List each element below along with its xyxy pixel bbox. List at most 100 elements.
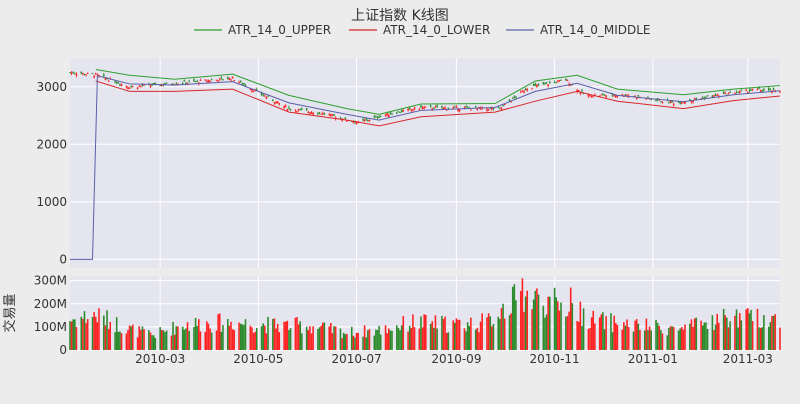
volume-bar bbox=[487, 313, 490, 350]
volume-bar bbox=[737, 327, 739, 350]
volume-bar bbox=[130, 326, 132, 350]
candle-body bbox=[387, 115, 390, 118]
volume-bar bbox=[497, 316, 500, 350]
candle-body bbox=[681, 102, 683, 104]
candle-body bbox=[75, 73, 78, 76]
candle-body bbox=[502, 105, 504, 107]
candle-body bbox=[255, 89, 258, 91]
candle-body bbox=[276, 101, 279, 104]
x-tick-label: 2011-01 bbox=[628, 352, 678, 366]
volume-bar bbox=[294, 317, 297, 350]
volume-bar bbox=[98, 308, 100, 350]
candle-body bbox=[513, 96, 516, 98]
candle-body bbox=[470, 109, 472, 111]
candle-body bbox=[474, 105, 477, 108]
volume-bar bbox=[681, 327, 683, 350]
volume-bar bbox=[658, 325, 661, 350]
volume-bar bbox=[769, 322, 772, 350]
candle-body bbox=[545, 82, 548, 84]
volume-bar bbox=[771, 315, 773, 350]
volume-bar bbox=[72, 319, 75, 350]
volume-bar bbox=[198, 319, 200, 350]
volume-bar bbox=[365, 337, 368, 350]
volume-bar bbox=[489, 316, 491, 350]
candle-body bbox=[566, 80, 569, 82]
volume-bar bbox=[402, 316, 405, 350]
volume-bar bbox=[83, 311, 86, 350]
volume-bar bbox=[553, 287, 556, 350]
volume-bar bbox=[466, 322, 469, 350]
volume-bar bbox=[724, 315, 727, 350]
candle-body bbox=[616, 95, 619, 97]
volume-y-tick-label: 200M bbox=[34, 297, 67, 311]
volume-bar bbox=[354, 337, 356, 350]
candle-body bbox=[262, 94, 264, 96]
x-tick-label: 2011-03 bbox=[723, 352, 773, 366]
volume-bar bbox=[713, 330, 715, 350]
candle-body bbox=[520, 91, 522, 93]
candle-body bbox=[186, 82, 189, 84]
candle-body bbox=[433, 107, 435, 109]
candle-body bbox=[376, 116, 379, 118]
volume-bar bbox=[442, 318, 445, 350]
volume-bar bbox=[581, 326, 583, 350]
candle-body bbox=[132, 86, 134, 88]
volume-bar bbox=[587, 328, 590, 350]
candle-body bbox=[231, 76, 234, 79]
volume-bar bbox=[194, 318, 197, 350]
volume-bar bbox=[362, 336, 364, 350]
candle-body bbox=[397, 111, 400, 113]
candle-body bbox=[136, 87, 139, 90]
volume-bar bbox=[729, 321, 731, 350]
candle-body bbox=[317, 113, 319, 115]
volume-bar bbox=[441, 315, 443, 350]
volume-bar bbox=[767, 326, 770, 350]
candle-body bbox=[72, 72, 75, 74]
volume-bar bbox=[444, 316, 446, 350]
candle-body bbox=[458, 109, 461, 112]
candle-body bbox=[716, 94, 718, 96]
candlesticks bbox=[69, 70, 781, 125]
candle-body bbox=[706, 95, 709, 97]
candle-body bbox=[183, 80, 186, 82]
candle-body bbox=[264, 95, 266, 97]
price-y-axis: 0 1000 2000 3000 bbox=[36, 80, 67, 267]
candle-body bbox=[499, 107, 501, 109]
candle-body bbox=[587, 94, 590, 97]
candle-body bbox=[600, 94, 603, 96]
volume-bar bbox=[299, 321, 302, 350]
volume-bar bbox=[321, 322, 324, 350]
volume-bar bbox=[85, 323, 87, 350]
candle-body bbox=[767, 87, 770, 90]
candle-body bbox=[486, 108, 488, 111]
volume-bar bbox=[175, 326, 178, 350]
candle-body bbox=[222, 79, 224, 81]
candle-body bbox=[772, 88, 775, 90]
candle-body bbox=[185, 82, 187, 84]
volume-bar bbox=[645, 318, 648, 350]
candle-body bbox=[729, 91, 731, 93]
volume-bar bbox=[152, 335, 155, 350]
candle-body bbox=[660, 101, 662, 103]
volume-bar bbox=[423, 314, 425, 350]
volume-bar bbox=[125, 333, 128, 350]
candle-body bbox=[252, 91, 255, 93]
volume-bar bbox=[526, 290, 529, 350]
candle-body bbox=[655, 99, 657, 101]
candle-body bbox=[194, 81, 197, 83]
volume-bar bbox=[151, 335, 153, 350]
volume-bar bbox=[689, 323, 691, 350]
volume-bar bbox=[738, 313, 741, 350]
candle-body bbox=[114, 81, 116, 83]
volume-bar bbox=[206, 321, 208, 350]
candle-body bbox=[239, 80, 242, 82]
candle-body bbox=[115, 82, 118, 84]
candle-body bbox=[497, 106, 500, 108]
candle-body bbox=[682, 102, 685, 104]
candle-body bbox=[107, 80, 110, 82]
candle-body bbox=[410, 109, 413, 111]
volume-bar bbox=[222, 325, 224, 350]
volume-bar bbox=[218, 313, 221, 350]
volume-bar bbox=[474, 329, 477, 350]
candle-body bbox=[555, 82, 557, 84]
